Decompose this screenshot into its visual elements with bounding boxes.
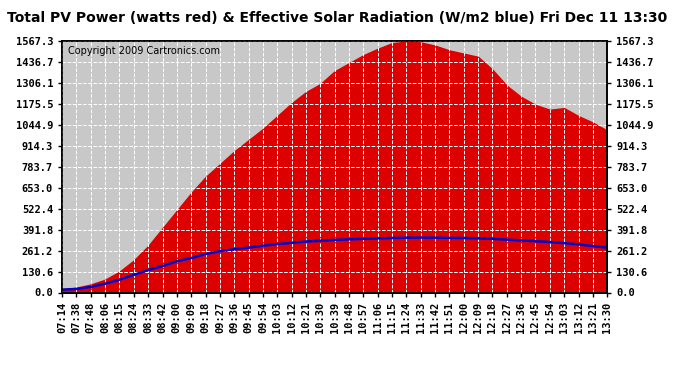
Text: Total PV Power (watts red) & Effective Solar Radiation (W/m2 blue) Fri Dec 11 13: Total PV Power (watts red) & Effective S… bbox=[7, 11, 667, 25]
Text: Copyright 2009 Cartronics.com: Copyright 2009 Cartronics.com bbox=[68, 46, 219, 56]
